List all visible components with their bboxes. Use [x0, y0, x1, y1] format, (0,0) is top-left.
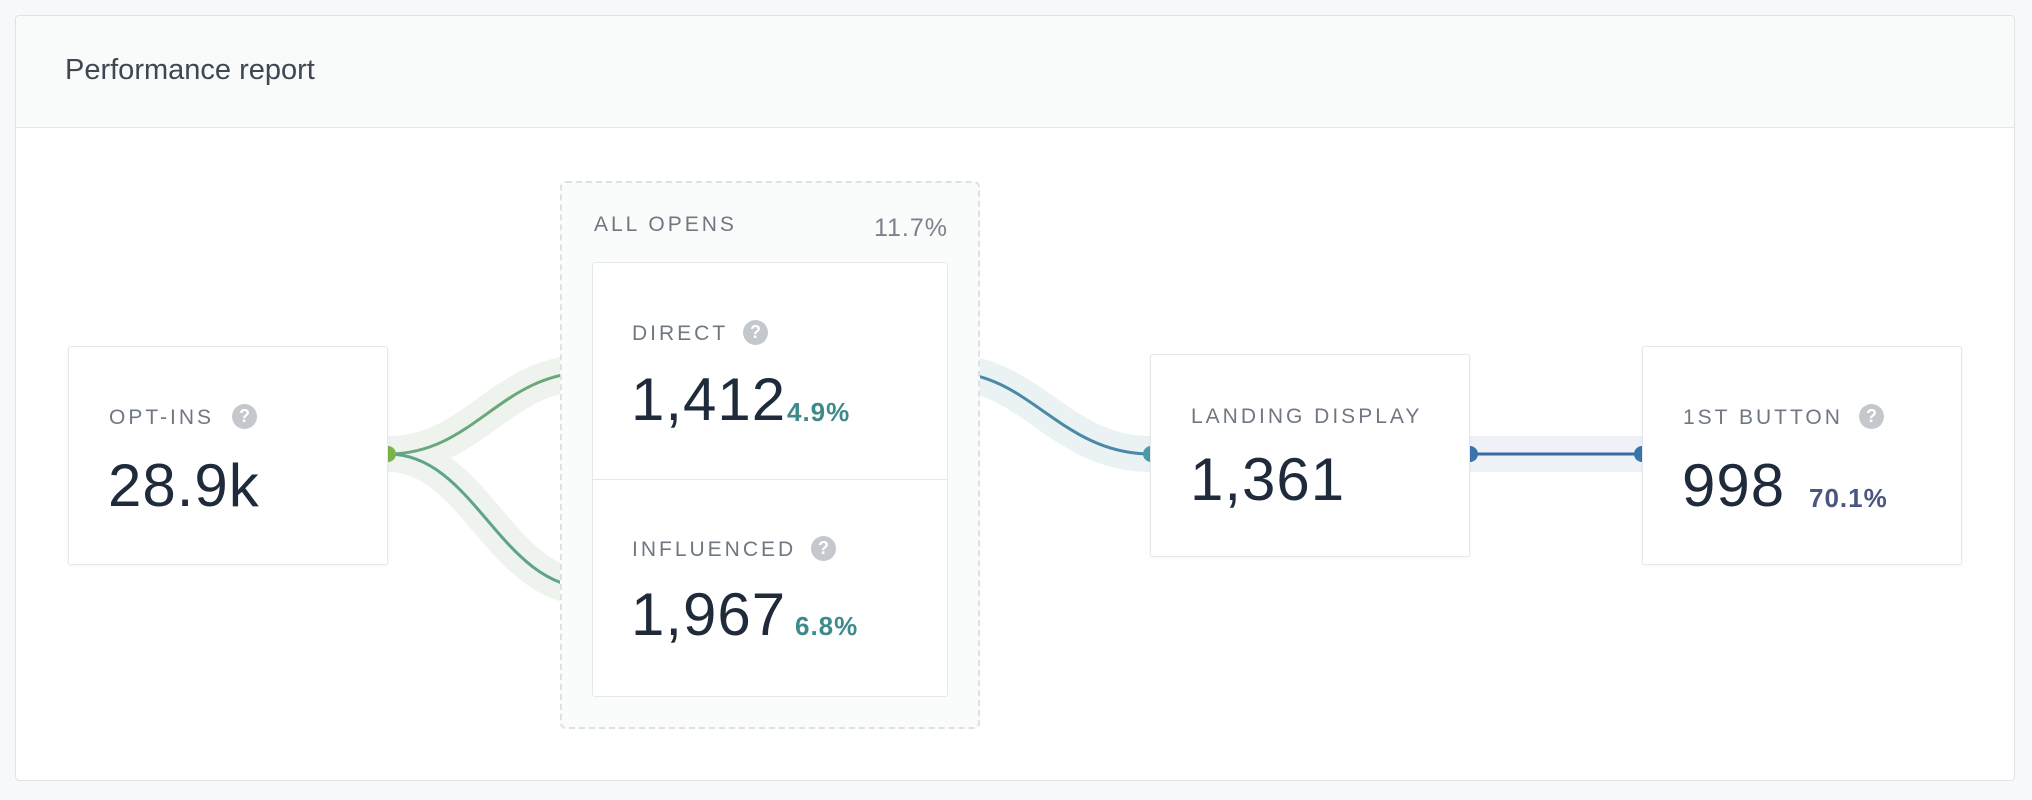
direct-label: DIRECT — [632, 322, 729, 345]
landing-display-box[interactable]: LANDING DISPLAY 1,361 — [1150, 354, 1470, 557]
opens-box: DIRECT ? 1,412 4.9% INFLUENCED ? 1,967 6… — [592, 262, 948, 697]
all-opens-label: ALL OPENS — [594, 213, 737, 236]
optins-box[interactable]: OPT-INS ? 28.9k — [68, 346, 388, 565]
first-button-box[interactable]: 1ST BUTTON ? 998 70.1% — [1642, 346, 1962, 565]
direct-section[interactable]: DIRECT ? 1,412 4.9% — [593, 263, 947, 480]
link-optins-influenced — [387, 452, 592, 590]
direct-percent: 4.9% — [787, 397, 851, 427]
landing-display-label: LANDING DISPLAY — [1191, 405, 1423, 428]
influenced-section[interactable]: INFLUENCED ? 1,967 6.8% — [593, 480, 947, 696]
all-opens-percent: 11.7% — [873, 214, 948, 242]
help-circle-icon[interactable]: ? — [232, 404, 257, 429]
first-button-label: 1ST BUTTON — [1683, 406, 1843, 429]
landing-display-value: 1,361 — [1190, 446, 1346, 513]
card-title: Performance report — [65, 54, 315, 86]
first-button-percent: 70.1% — [1809, 483, 1888, 513]
optins-label: OPT-INS — [109, 406, 215, 429]
influenced-label: INFLUENCED — [632, 538, 797, 561]
help-circle-icon[interactable]: ? — [1859, 404, 1884, 429]
card-header: Performance report — [16, 16, 2014, 128]
direct-value: 1,412 — [631, 366, 787, 433]
help-circle-icon[interactable]: ? — [743, 320, 768, 345]
influenced-percent: 6.8% — [795, 611, 859, 641]
optins-value: 28.9k — [108, 452, 260, 519]
help-circle-icon[interactable]: ? — [811, 536, 836, 561]
first-button-value: 998 — [1682, 452, 1786, 519]
link-optins-direct — [387, 370, 592, 456]
influenced-value: 1,967 — [631, 581, 787, 648]
